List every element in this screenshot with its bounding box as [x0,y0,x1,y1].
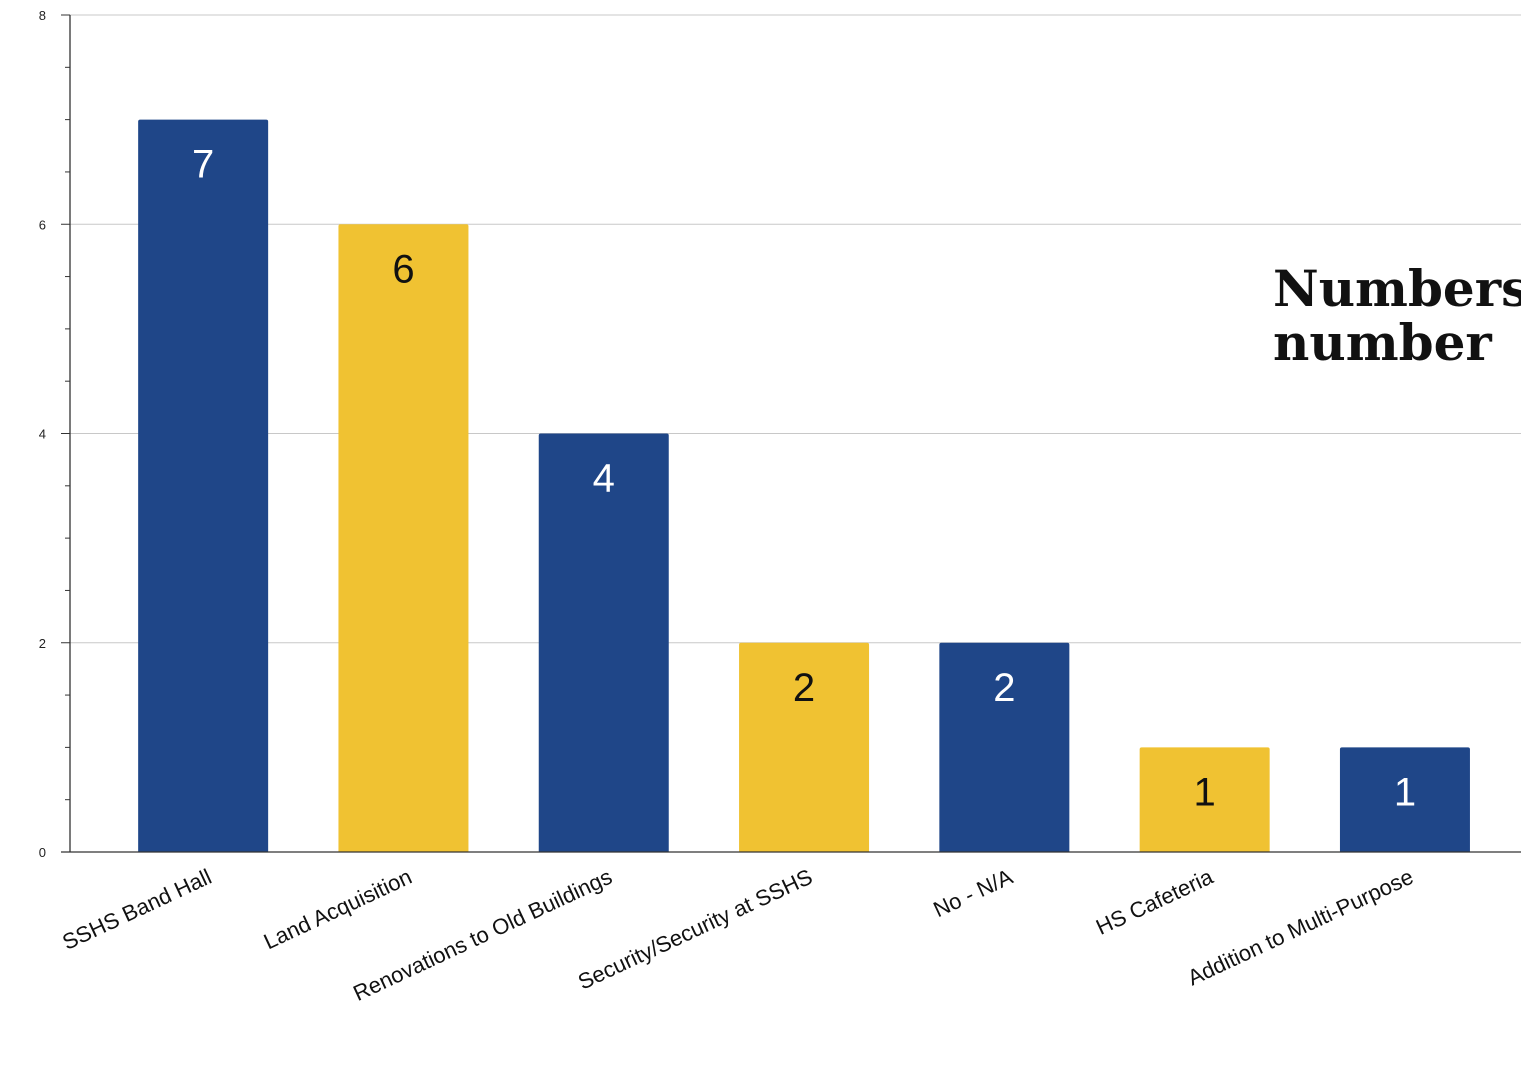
data-label: 1 [1394,770,1416,814]
y-tick-label: 6 [39,217,46,232]
category-label: HS Cafeteria [1092,864,1217,940]
data-label: 6 [392,247,414,291]
bar [338,224,468,852]
data-label: 2 [993,666,1015,710]
category-label: SSHS Band Hall [58,864,215,955]
chart-title-line-1: Numbers [1273,259,1521,318]
category-label: Addition to Multi-Purpose [1184,864,1417,991]
data-label: 1 [1194,770,1216,814]
category-label: No - N/A [929,864,1016,922]
chart-title-line-2: number [1273,313,1492,372]
y-tick-label: 4 [39,427,46,442]
data-label: 2 [793,666,815,710]
bars: 7 6 4 2 2 1 1 [138,120,1470,852]
data-label: 4 [593,457,615,501]
bar [138,120,268,852]
y-tick-label: 2 [39,636,46,651]
data-label: 7 [192,143,214,187]
category-label: Land Acquisition [260,864,416,954]
y-tick-label: 8 [39,8,46,23]
y-tick-label: 0 [39,845,46,860]
